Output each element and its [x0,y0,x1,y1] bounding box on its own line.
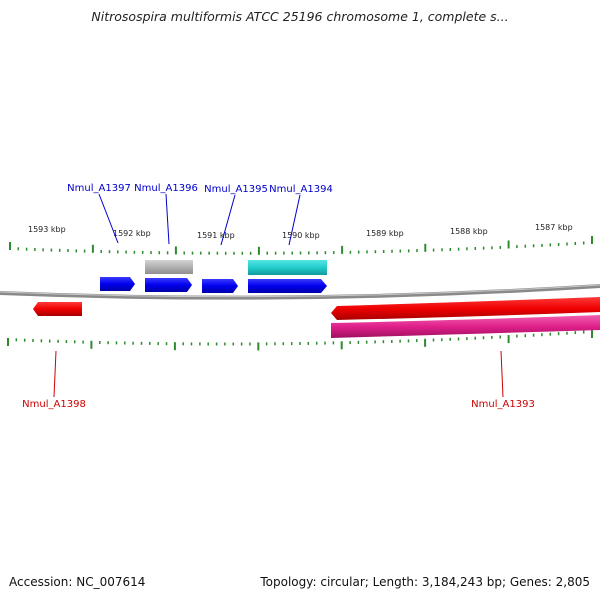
kbp-label: 1593 kbp [28,225,66,234]
kbp-label: 1591 kbp [197,231,235,240]
gene-label-nmul-a1397[interactable]: Nmul_A1397 [67,183,131,194]
gene-label-nmul-a1393[interactable]: Nmul_A1393 [471,399,535,410]
label-leader [288,194,301,246]
footer-stats: Topology: circular; Length: 3,184,243 bp… [260,575,590,589]
kbp-label: 1592 kbp [113,229,151,238]
gene-nmul-a1393[interactable] [331,297,600,320]
grey-feature[interactable] [145,260,193,274]
footer-accession: Accession: NC_007614 [9,575,146,589]
kbp-label: 1587 kbp [535,223,573,232]
gene-label-nmul-a1395[interactable]: Nmul_A1395 [204,184,268,195]
gene-nmul-a1398[interactable] [33,302,82,316]
magenta-feature[interactable] [331,315,600,338]
label-leader [500,350,504,398]
label-leader [98,193,119,244]
label-leader [165,193,170,245]
gene-nmul-a1395[interactable] [202,279,238,293]
kbp-label: 1590 kbp [282,231,320,240]
outer-tick-row [9,236,593,255]
chromosome-backbone-highlight [0,284,600,298]
kbp-label: 1588 kbp [450,227,488,236]
gene-nmul-a1396[interactable] [145,278,192,292]
page-title: Nitrosospira multiformis ATCC 25196 chro… [91,9,509,24]
kbp-label: 1589 kbp [366,229,404,238]
label-leader [220,194,236,246]
cyan-feature[interactable] [248,260,327,275]
gene-nmul-a1394[interactable] [248,279,327,293]
gene-label-nmul-a1394[interactable]: Nmul_A1394 [269,184,333,195]
gene-nmul-a1397[interactable] [100,277,135,291]
chromosome-backbone [0,284,600,300]
label-leader [53,350,57,398]
gene-label-nmul-a1396[interactable]: Nmul_A1396 [134,183,198,194]
inner-tick-row [7,330,593,351]
gene-label-nmul-a1398[interactable]: Nmul_A1398 [22,399,86,410]
